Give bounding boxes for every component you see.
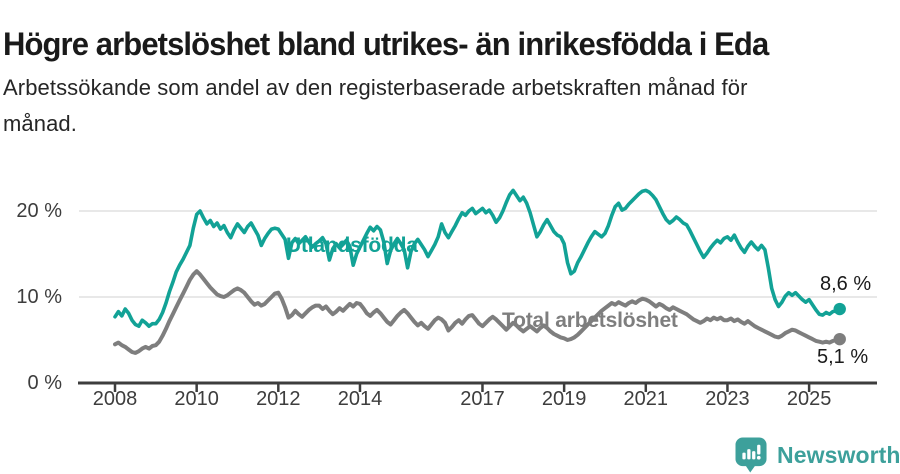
chart-series	[113, 188, 842, 355]
x-axis	[78, 381, 877, 392]
newsworthy-logo: Newsworthy	[735, 437, 900, 473]
x-axis-label: 2017	[460, 388, 505, 410]
newsworthy-wordmark: Newsworthy	[777, 441, 900, 468]
utlandsfodda-end-dot	[833, 302, 846, 316]
series-label-utlandsfodda: Utlandsfödda	[286, 234, 418, 257]
x-axis-label: 2019	[541, 388, 587, 410]
utlandsfodda-line	[113, 188, 842, 329]
x-axis-label: 2008	[92, 388, 138, 410]
x-axis-label: 2012	[256, 388, 301, 410]
total-arbetsloshet-end-dot	[833, 332, 846, 346]
end-value-utlandsfodda: 8,6 %	[820, 273, 872, 295]
series-label-total-arbetsloshet: Total arbetslöshet	[502, 309, 678, 332]
x-axis-label: 2014	[337, 388, 383, 410]
x-axis-label: 2023	[705, 388, 750, 410]
end-value-total-arbetsloshet: 5,1 %	[817, 346, 869, 368]
end-dots	[833, 302, 846, 346]
y-axis-label: 0 %	[27, 372, 62, 394]
gridlines	[79, 210, 877, 298]
chart-title: Högre arbetslöshet bland utrikes- än inr…	[3, 25, 769, 63]
chart-subtitle: Arbetssökande som andel av den registerb…	[3, 75, 748, 136]
total-arbetsloshet-line	[113, 269, 842, 355]
x-axis-label: 2010	[174, 388, 219, 410]
x-axis-label: 2025	[786, 388, 832, 410]
newsworthy-bubble-chart-icon	[735, 437, 767, 473]
x-axis-label: 2021	[623, 388, 669, 410]
y-axis-label: 20 %	[16, 200, 62, 222]
y-axis-label: 10 %	[16, 286, 62, 308]
